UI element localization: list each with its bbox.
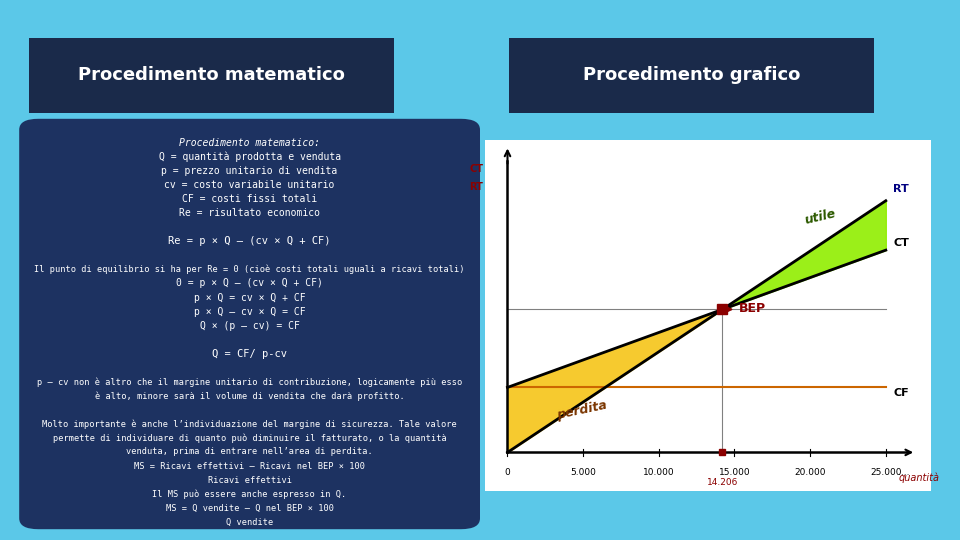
Text: Procedimento matematico:: Procedimento matematico: [180, 138, 320, 148]
Text: 14.206: 14.206 [707, 478, 738, 488]
Text: perdita: perdita [556, 398, 609, 422]
Text: CF = costi fissi totali: CF = costi fissi totali [182, 194, 317, 204]
Text: Q vendite: Q vendite [226, 518, 274, 526]
Text: Re = p × Q – (cv × Q + CF): Re = p × Q – (cv × Q + CF) [168, 237, 331, 246]
Text: Il punto di equilibrio si ha per Re = 0 (cioè costi totali uguali a ricavi total: Il punto di equilibrio si ha per Re = 0 … [35, 265, 465, 274]
Text: CT: CT [894, 238, 909, 248]
Text: MS = Q vendite – Q nel BEP × 100: MS = Q vendite – Q nel BEP × 100 [166, 504, 334, 512]
Text: RT: RT [469, 182, 483, 192]
Text: p × Q = cv × Q + CF: p × Q = cv × Q + CF [194, 293, 305, 302]
Text: venduta, prima di entrare nell’area di perdita.: venduta, prima di entrare nell’area di p… [126, 448, 373, 456]
Text: 20.000: 20.000 [794, 468, 826, 477]
Text: Ricavi effettivi: Ricavi effettivi [207, 476, 292, 484]
Text: 5.000: 5.000 [570, 468, 596, 477]
Text: Molto importante è anche l’individuazione del margine di sicurezza. Tale valore: Molto importante è anche l’individuazion… [42, 419, 457, 429]
Text: p × Q – cv × Q = CF: p × Q – cv × Q = CF [194, 307, 305, 316]
Text: Procedimento matematico: Procedimento matematico [78, 65, 345, 84]
Text: è alto, minore sarà il volume di vendita che darà profitto.: è alto, minore sarà il volume di vendita… [95, 391, 404, 401]
Text: Il MS può essere anche espresso in Q.: Il MS può essere anche espresso in Q. [153, 489, 347, 499]
Text: Procedimento grafico: Procedimento grafico [583, 65, 800, 84]
Text: 10.000: 10.000 [643, 468, 675, 477]
Text: RT: RT [894, 184, 909, 194]
Text: MS = Ricavi effettivi – Ricavi nel BEP × 100: MS = Ricavi effettivi – Ricavi nel BEP ×… [134, 462, 365, 470]
Text: p = prezzo unitario di vendita: p = prezzo unitario di vendita [161, 166, 338, 176]
FancyBboxPatch shape [509, 38, 874, 113]
Text: utile: utile [803, 207, 836, 227]
Text: 0: 0 [505, 468, 511, 477]
Text: permette di individuare di quanto può diminuire il fatturato, o la quantità: permette di individuare di quanto può di… [53, 433, 446, 443]
Text: 25.000: 25.000 [870, 468, 901, 477]
Text: 15.000: 15.000 [719, 468, 751, 477]
Text: Q = CF/ p-cv: Q = CF/ p-cv [212, 349, 287, 359]
Text: Q × (p – cv) = CF: Q × (p – cv) = CF [200, 321, 300, 330]
Text: CF: CF [894, 388, 909, 399]
FancyBboxPatch shape [19, 119, 480, 529]
Text: CT: CT [469, 164, 483, 173]
Text: Re = risultato economico: Re = risultato economico [180, 208, 320, 218]
Text: ....: .... [899, 468, 910, 477]
Text: BEP: BEP [739, 302, 766, 315]
Text: Q = quantità prodotta e venduta: Q = quantità prodotta e venduta [158, 152, 341, 163]
Text: quantità: quantità [899, 472, 940, 483]
FancyBboxPatch shape [29, 38, 394, 113]
Text: 0 = p × Q – (cv × Q + CF): 0 = p × Q – (cv × Q + CF) [177, 279, 323, 288]
Text: cv = costo variabile unitario: cv = costo variabile unitario [164, 180, 335, 190]
Text: p – cv non è altro che il margine unitario di contribuzione, logicamente più ess: p – cv non è altro che il margine unitar… [37, 377, 462, 387]
